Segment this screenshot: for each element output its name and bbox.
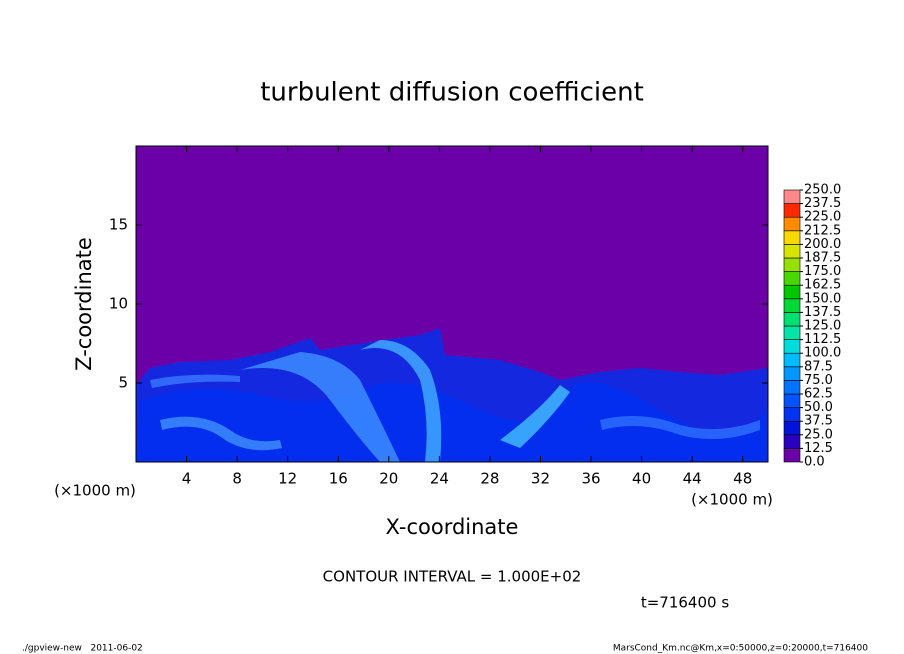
x-tick-label: 24 [430, 470, 449, 488]
turbulent-streak [240, 352, 400, 462]
colorbar-label: 37.5 [804, 414, 833, 429]
footer-right: MarsCond_Km.nc@Km,x=0:50000,z=0:20000,t=… [613, 644, 868, 654]
colorbar-label: 0.0 [804, 455, 825, 470]
colorbar-level [783, 448, 801, 463]
y-tick-label: 15 [109, 216, 128, 234]
turbulent-streak [500, 385, 570, 448]
colorbar-label: 137.5 [804, 305, 841, 320]
colorbar-level [783, 380, 801, 395]
y-tick-label: 10 [109, 295, 128, 313]
colorbar-label: 50.0 [804, 400, 833, 415]
colorbar-label: 112.5 [804, 332, 841, 347]
footer-left: ./gpview-new 2011-06-02 [22, 644, 143, 654]
x-tick-label: 28 [480, 470, 499, 488]
colorbar-level [783, 257, 801, 272]
colorbar-label: 200.0 [804, 237, 841, 252]
colorbar-level [783, 284, 801, 300]
colorbar-label: 125.0 [804, 319, 841, 334]
colorbar-level [783, 420, 801, 436]
colorbar-level [783, 407, 801, 422]
colorbar-level [783, 216, 801, 232]
colorbar-label: 187.5 [804, 251, 841, 266]
colorbar-level [783, 325, 801, 340]
colorbar-label: 175.0 [804, 264, 841, 279]
colorbar-label: 87.5 [804, 359, 833, 374]
colorbar-level [783, 434, 801, 449]
x-tick-label: 32 [531, 470, 550, 488]
turbulent-streak [150, 374, 240, 388]
contour-field [136, 146, 768, 462]
x-tick-label: 48 [733, 470, 752, 488]
colorbar-level [783, 352, 801, 368]
colorbar-label: 237.5 [804, 196, 841, 211]
colorbar-level [783, 366, 801, 381]
colorbar-level [783, 189, 801, 204]
colorbar-label: 212.5 [804, 223, 841, 238]
turbulent-layer [136, 382, 768, 462]
colorbar-label: 25.0 [804, 427, 833, 442]
colorbar-level [783, 203, 801, 218]
turbulent-streak [160, 416, 282, 451]
colorbar-label: 100.0 [804, 346, 841, 361]
y-axis-label: Z-coordinate [72, 237, 96, 371]
x-tick-label: 20 [379, 470, 398, 488]
x-axis-label: X-coordinate [386, 515, 519, 539]
colorbar-level [783, 298, 801, 313]
x-unit: (×1000 m) [691, 491, 773, 509]
contour-note: CONTOUR INTERVAL = 1.000E+02 [323, 568, 582, 586]
colorbar-label: 12.5 [804, 441, 833, 456]
chart-title: turbulent diffusion coefficient [260, 78, 644, 108]
colorbar-label: 162.5 [804, 278, 841, 293]
colorbar-label: 250.0 [804, 183, 841, 198]
x-tick-label: 36 [581, 470, 600, 488]
x-tick-label: 4 [182, 470, 192, 488]
x-tick-label: 16 [329, 470, 348, 488]
colorbar-label: 225.0 [804, 210, 841, 225]
colorbar-level [783, 339, 801, 354]
x-tick-label: 12 [278, 470, 297, 488]
x-tick-label: 44 [683, 470, 702, 488]
colorbar-level [783, 271, 801, 286]
colorbar-level [783, 393, 801, 408]
x-tick-label: 40 [632, 470, 651, 488]
colorbar-level [783, 230, 801, 245]
y-unit: (×1000 m) [54, 482, 136, 500]
colorbar-label: 75.0 [804, 373, 833, 388]
colorbar-label: 62.5 [804, 387, 833, 402]
turbulent-streak [600, 416, 760, 439]
x-tick-label: 8 [232, 470, 242, 488]
colorbar-level [783, 312, 801, 327]
colorbar-label: 150.0 [804, 291, 841, 306]
y-tick-label: 5 [118, 374, 128, 392]
turbulent-streak [360, 340, 442, 462]
colorbar-level [783, 244, 801, 259]
time-label: t=716400 s [641, 594, 729, 612]
